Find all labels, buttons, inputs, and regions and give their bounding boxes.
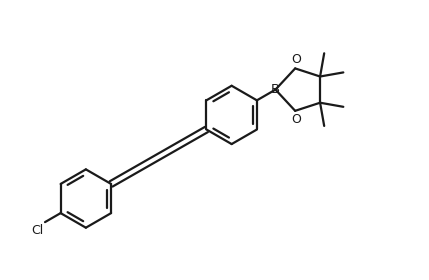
Text: Cl: Cl <box>31 224 43 237</box>
Text: O: O <box>291 53 301 66</box>
Text: O: O <box>291 113 301 126</box>
Text: B: B <box>271 83 280 96</box>
